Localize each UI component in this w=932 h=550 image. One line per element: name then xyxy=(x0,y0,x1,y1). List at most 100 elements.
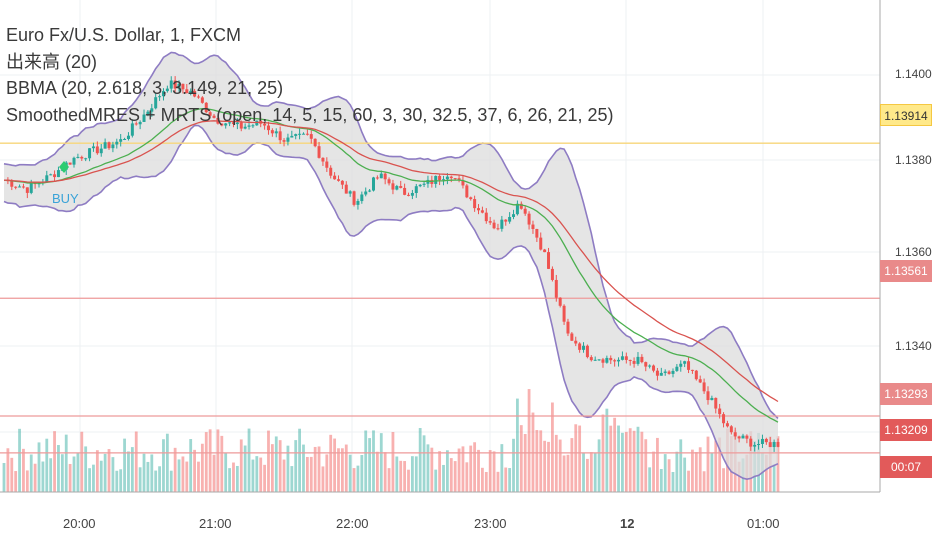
candle-body xyxy=(235,122,239,125)
volume-bar xyxy=(72,456,76,492)
volume-bar xyxy=(290,466,294,492)
price-tick: 1.14000 xyxy=(895,67,932,81)
volume-bar xyxy=(407,469,410,492)
candle-body xyxy=(543,249,547,253)
volume-bar xyxy=(597,439,601,492)
candle-body xyxy=(558,297,562,306)
volume-bar xyxy=(648,467,652,492)
countdown-badge: 00:07 xyxy=(880,456,932,478)
volume-bar xyxy=(714,440,718,492)
candle-body xyxy=(749,438,753,447)
chart-legend: Euro Fx/U.S. Dollar, 1, FXCM 出来高 (20) BB… xyxy=(6,22,614,128)
candle-body xyxy=(434,175,438,184)
volume-bar xyxy=(270,444,274,492)
candle-body xyxy=(325,161,329,168)
candle-body xyxy=(768,442,772,448)
upper-band-line xyxy=(3,51,779,419)
candle-body xyxy=(371,177,375,191)
candle-body xyxy=(438,175,442,181)
volume-bar xyxy=(298,428,301,492)
volume-bar xyxy=(302,444,305,492)
volume-bar xyxy=(360,455,364,492)
candle-body xyxy=(212,115,216,118)
volume-bar xyxy=(154,470,158,492)
volume-bar xyxy=(352,468,356,492)
volume-bar xyxy=(671,471,675,492)
volume-bar xyxy=(372,430,375,492)
volume-bar xyxy=(88,468,91,492)
volume-bar xyxy=(212,454,216,492)
candle-body xyxy=(469,197,473,200)
bollinger-band xyxy=(3,51,779,481)
volume-bar xyxy=(512,438,515,492)
volume-bar xyxy=(438,451,442,492)
volume-bar xyxy=(504,467,508,492)
candle-body xyxy=(336,179,340,181)
candle-body xyxy=(527,213,531,225)
candle-body xyxy=(56,170,60,178)
volume-bar xyxy=(574,424,578,492)
candle-body xyxy=(204,102,208,113)
volume-bar xyxy=(422,435,426,492)
volume-bar xyxy=(127,451,130,492)
candle-body xyxy=(18,186,22,188)
candle-body xyxy=(617,359,621,362)
volume-bar xyxy=(14,471,18,492)
candle-body xyxy=(21,186,25,188)
volume-bar xyxy=(84,446,88,492)
candle-body xyxy=(504,219,508,222)
candle-body xyxy=(111,144,115,149)
candle-body xyxy=(574,340,578,344)
volume-bar xyxy=(477,449,480,492)
candle-body xyxy=(671,370,675,374)
volume-bar xyxy=(527,389,531,492)
candle-body xyxy=(169,80,173,89)
candle-body xyxy=(154,97,158,109)
candle-body xyxy=(473,199,477,209)
candle-body xyxy=(500,219,504,229)
candle-body xyxy=(91,146,95,149)
volume-bar xyxy=(558,439,562,492)
volume-bar xyxy=(294,440,298,492)
candle-body xyxy=(53,174,57,178)
candle-body xyxy=(480,210,484,213)
price-badge-yellow: 1.13914 xyxy=(880,104,932,126)
candle-body xyxy=(309,134,313,139)
volume-bar xyxy=(364,430,368,492)
volume-bar xyxy=(764,454,768,492)
volume-bar xyxy=(442,464,445,492)
candle-body xyxy=(609,357,613,361)
volume-bar xyxy=(539,430,543,492)
volume-bar xyxy=(535,430,539,492)
volume-bar xyxy=(722,468,725,492)
candle-body xyxy=(745,435,749,439)
volume-bar xyxy=(243,445,247,492)
candle-body xyxy=(601,359,605,363)
candle-body xyxy=(764,438,768,443)
volume-bar xyxy=(679,439,683,492)
volume-bar xyxy=(582,452,585,492)
price-tick: 1.13400 xyxy=(895,339,932,353)
candle-body xyxy=(165,88,169,92)
volume-bar xyxy=(391,432,395,492)
candle-body xyxy=(523,208,527,214)
volume-bar xyxy=(29,454,33,492)
volume-bar xyxy=(488,450,492,492)
volume-indicator-label: 出来高 (20) xyxy=(6,51,98,72)
moving-averages xyxy=(3,107,779,423)
volume-bar xyxy=(383,452,387,492)
candle-body xyxy=(636,356,640,364)
price-badge: 1.13561 xyxy=(880,260,932,282)
volume-bar xyxy=(586,458,589,492)
volume-bar xyxy=(309,456,313,492)
candle-body xyxy=(360,194,364,202)
volume-bar xyxy=(142,453,146,492)
candle-body xyxy=(14,186,18,188)
volume-bar xyxy=(710,452,714,492)
candle-body xyxy=(395,186,399,190)
candle-body xyxy=(177,83,181,89)
candle-body xyxy=(208,112,212,116)
candle-body xyxy=(10,180,14,187)
candle-body xyxy=(733,432,737,437)
volume-bar xyxy=(95,450,99,492)
